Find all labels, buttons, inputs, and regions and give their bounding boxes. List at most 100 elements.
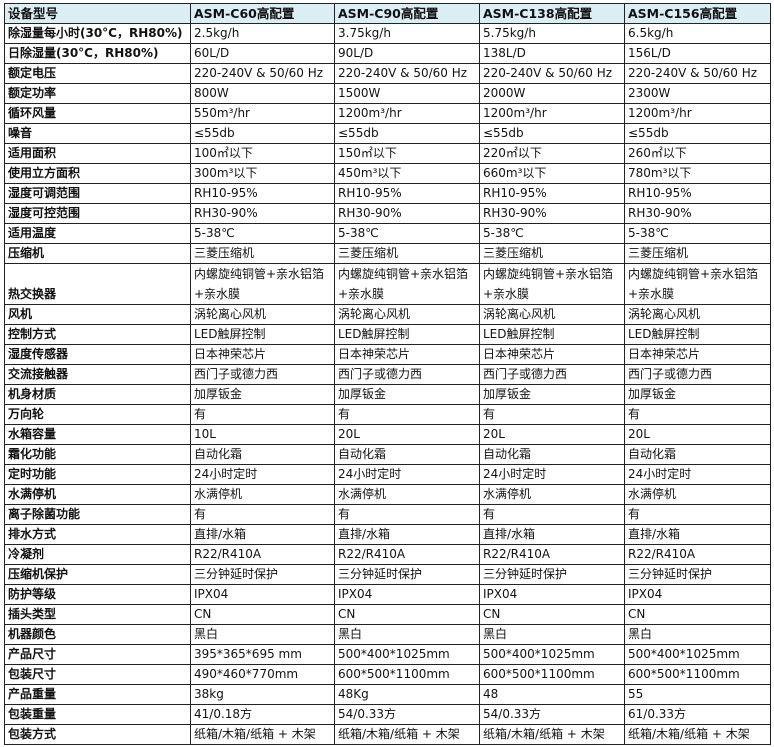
table-row: 万向轮有有有有 [4,404,771,425]
spec-value: 纸箱/木箱/纸箱 + 木架 [334,724,480,745]
spec-value: 54/0.33方 [479,704,625,725]
spec-value: ≤55db [190,123,335,144]
table-row: 包装重量 41/0.18方 54/0.33方 54/0.33方 61/0.33方 [4,704,771,725]
spec-value: 660m³以下 [479,163,625,184]
table-row: 机器颜色 黑白 黑白 黑白 黑白 [4,624,771,645]
spec-value: 1200m³/hr [479,103,625,124]
row-label: 定时功能 [4,464,191,485]
spec-value: 500*400*1025mm [624,644,771,665]
row-label: 湿度传感器 [4,344,191,365]
row-label: 除湿量每小时(30°C，RH80%) [4,23,191,44]
row-label: 霜化功能 [4,444,191,465]
table-row: 湿度传感器 日本神荣芯片 日本神荣芯片 日本神荣芯片 日本神荣芯片 [4,344,771,365]
spec-value: 220-240V & 50/60 Hz [190,63,335,84]
table-row: 湿度可调范围 RH10-95% RH10-95% RH10-95% RH10-95% [4,183,771,204]
spec-value: 260㎡以下 [624,143,771,164]
spec-value: 24小时定时 [479,464,625,485]
table-row: 湿度可控范围 RH30-90% RH30-90% RH30-90% RH30-90% [4,203,771,224]
spec-value: 800W [190,83,335,104]
spec-value: 1500W [334,83,480,104]
spec-value: R22/R410A [479,544,625,565]
spec-value: 日本神荣芯片 [479,344,625,365]
spec-value: 2.5kg/h [190,23,335,44]
table-row: 包装方式 纸箱/木箱/纸箱 + 木架 纸箱/木箱/纸箱 + 木架 纸箱/木箱/纸箱 +… [4,724,771,745]
row-label: 万向轮 [4,404,191,425]
row-label: 控制方式 [4,324,191,345]
row-label: 包装重量 [4,704,191,725]
spec-value: 水满停机 [190,484,335,505]
spec-value: IPX04 [624,584,771,605]
spec-value: 600*500*1100mm [624,664,771,685]
spec-value: 490*460*770mm [190,664,335,685]
spec-value: LED触屏控制 [479,324,625,345]
row-label: 使用立方面积 [4,163,191,184]
row-label: 产品尺寸 [4,644,191,665]
table-row: 热交换器 内螺旋纯铜管+亲水铝箔+亲水膜 内螺旋纯铜管+亲水铝箔+亲水膜 内螺旋纯铜管… [4,263,771,305]
table-row: 除湿量每小时(30°C，RH80%) 2.5kg/h 3.75kg/h 5.75kg/… [4,23,771,44]
spec-value: 5-38℃ [190,223,335,244]
spec-value: 西门子或德力西 [479,364,625,385]
spec-value: 水满停机 [334,484,480,505]
table-row: 循环风量 550m³/hr 1200m³/hr 1200m³/hr 1200m³/hr [4,103,771,124]
row-label: 额定电压 [4,63,191,84]
row-label: 压缩机 [4,243,191,264]
spec-value: RH30-90% [190,203,335,224]
spec-value: 黑白 [624,624,771,645]
table-row: 防护等级 IPX04 IPX04 IPX04 IPX04 [4,584,771,605]
spec-value: 150㎡以下 [334,143,480,164]
spec-value: 三菱压缩机 [624,243,771,264]
model-header: ASM-C156高配置 [624,3,771,24]
spec-value: 300m³以下 [190,163,335,184]
spec-value: 220-240V & 50/60 Hz [624,63,771,84]
table-row: 适用温度 5-38℃ 5-38℃ 5-38℃ 5-38℃ [4,223,771,244]
spec-value: ≤55db [624,123,771,144]
spec-value: 500*400*1025mm [334,644,480,665]
row-label: 包装尺寸 [4,664,191,685]
spec-value: 24小时定时 [334,464,480,485]
row-label: 湿度可调范围 [4,183,191,204]
table-row: 机身材质 加厚钣金 加厚钣金 加厚钣金 加厚钣金 [4,384,771,405]
spec-value: 780m³以下 [624,163,771,184]
table-row: 离子除菌功能有有有有 [4,504,771,525]
spec-value: 600*500*1100mm [479,664,625,685]
spec-value: 加厚钣金 [334,384,480,405]
table-row: 水满停机 水满停机 水满停机 水满停机 水满停机 [4,484,771,505]
spec-value: CN [624,604,771,625]
spec-value: 55 [624,684,771,705]
spec-value: R22/R410A [624,544,771,565]
spec-value: 黑白 [334,624,480,645]
row-label: 包装方式 [4,724,191,745]
spec-value: 450m³以下 [334,163,480,184]
spec-value: 1200m³/hr [624,103,771,124]
row-label: 压缩机保护 [4,564,191,585]
spec-value: 三菱压缩机 [479,243,625,264]
spec-value: LED触屏控制 [334,324,480,345]
spec-value: 有 [624,504,771,525]
spec-value: 3.75kg/h [334,23,480,44]
spec-value: 加厚钣金 [479,384,625,405]
spec-value: 纸箱/木箱/纸箱 + 木架 [624,724,771,745]
table-row: 日除湿量(30°C，RH80%) 60L/D 90L/D 138L/D 156L/D [4,43,771,64]
spec-value: RH10-95% [624,183,771,204]
spec-value: 加厚钣金 [624,384,771,405]
spec-value: 2300W [624,83,771,104]
spec-value: 600*500*1100mm [334,664,480,685]
spec-value: 61/0.33方 [624,704,771,725]
spec-value: 自动化霜 [479,444,625,465]
spec-value: 100㎡以下 [190,143,335,164]
spec-value: 内螺旋纯铜管+亲水铝箔+亲水膜 [479,263,625,305]
spec-value: 三分钟延时保护 [334,564,480,585]
spec-value: 西门子或德力西 [624,364,771,385]
table-row: 水箱容量 10L 20L 20L 20L [4,424,771,445]
spec-value: 水满停机 [624,484,771,505]
row-label: 循环风量 [4,103,191,124]
spec-value: 有 [624,404,771,425]
row-label: 排水方式 [4,524,191,545]
spec-value: IPX04 [479,584,625,605]
table-row: 包装尺寸 490*460*770mm 600*500*1100mm 600*500*1… [4,664,771,685]
model-header: ASM-C90高配置 [334,3,480,24]
row-label: 水箱容量 [4,424,191,445]
spec-value: 三分钟延时保护 [479,564,625,585]
spec-value: 5-38℃ [624,223,771,244]
spec-value: IPX04 [334,584,480,605]
